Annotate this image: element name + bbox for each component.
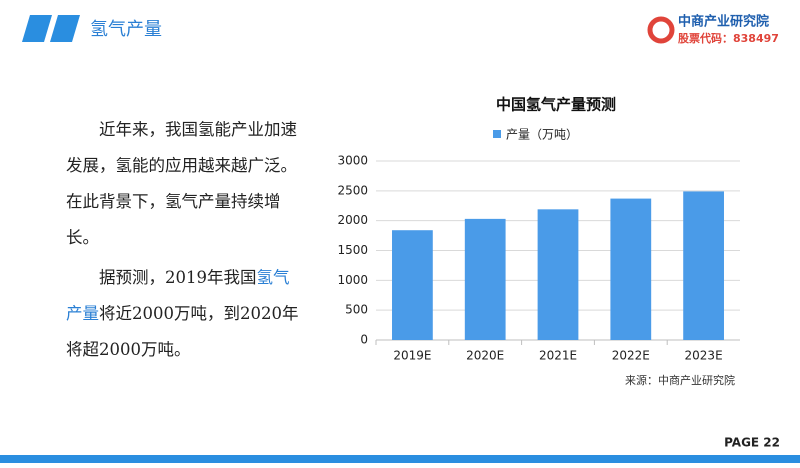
x-tick-label: 2020E bbox=[466, 349, 504, 363]
bar bbox=[683, 191, 724, 340]
paragraph: 近年来，我国氢能产业加速发展，氢能的应用越来越广泛。在此背景下，氢气产量持续增长… bbox=[66, 120, 297, 247]
bar bbox=[464, 218, 506, 340]
y-tick-label: 1000 bbox=[337, 273, 368, 287]
source: 来源：中商产业研究院 bbox=[625, 373, 735, 387]
highlight: 氢气产量 bbox=[66, 268, 290, 323]
y-tick-label: 0 bbox=[360, 333, 368, 347]
header-shape bbox=[22, 15, 52, 42]
x-tick-label: 2022E bbox=[612, 349, 650, 363]
chart-title: 中国氢气产量预测 bbox=[496, 96, 616, 114]
y-tick-label: 2500 bbox=[337, 183, 368, 197]
page-number: PAGE 22 bbox=[724, 436, 780, 450]
text: 将近2000万吨，到2020年将超2000万吨。 bbox=[66, 304, 299, 359]
footer-bar bbox=[0, 455, 800, 463]
x-tick-label: 2021E bbox=[539, 349, 577, 363]
bar bbox=[537, 209, 579, 340]
bar bbox=[392, 230, 433, 340]
y-tick-label: 2000 bbox=[337, 213, 368, 227]
logo-icon bbox=[647, 16, 675, 44]
y-tick-label: 1500 bbox=[337, 243, 368, 257]
bar bbox=[610, 198, 652, 340]
y-tick-label: 3000 bbox=[337, 154, 368, 168]
header-shape bbox=[50, 15, 80, 42]
body-text: 近年来，我国氢能产业加速发展，氢能的应用越来越广泛。在此背景下，氢气产量持续增长… bbox=[66, 112, 302, 372]
y-tick-label: 500 bbox=[345, 303, 368, 317]
text: 据预测，2019年我国 bbox=[99, 268, 257, 287]
header-title: 氢气产量 bbox=[90, 19, 162, 40]
paragraph: 据预测，2019年我国氢气产量将近2000万吨，到2020年将超2000万吨。 bbox=[66, 260, 302, 368]
logo-name: 中商产业研究院 bbox=[678, 14, 769, 30]
logo-code: 股票代码：838497 bbox=[678, 31, 779, 45]
x-tick-label: 2019E bbox=[393, 349, 431, 363]
legend-swatch bbox=[493, 130, 501, 138]
legend-label: 产量（万吨） bbox=[506, 128, 578, 142]
x-tick-label: 2023E bbox=[685, 349, 723, 363]
